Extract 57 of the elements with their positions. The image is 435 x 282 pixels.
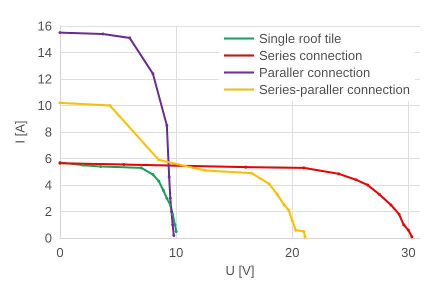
y-tick-label: 12 — [38, 72, 52, 87]
x-axis-title: U [V] — [226, 263, 254, 278]
point — [58, 31, 62, 34]
y-tick-label: 6 — [44, 151, 52, 166]
point — [378, 192, 381, 196]
line-series — [58, 31, 176, 237]
point — [58, 101, 62, 104]
point — [128, 36, 132, 40]
legend-label: Series connection — [258, 48, 362, 63]
line-series — [58, 101, 307, 238]
point — [174, 230, 178, 233]
point — [168, 176, 171, 179]
y-axis-title: I [A] — [12, 120, 28, 144]
x-tick-label: 0 — [56, 245, 64, 260]
x-tick-label: 30 — [401, 245, 416, 260]
point — [140, 166, 143, 170]
y-tick-label: 14 — [38, 45, 52, 60]
point — [406, 228, 410, 232]
point — [304, 235, 307, 238]
point — [157, 180, 160, 183]
y-tick-label: 8 — [44, 124, 52, 140]
x-tick-label: 20 — [285, 245, 300, 260]
legend-label: Paraller connection — [258, 65, 370, 80]
legend-label: Series-paraller connection — [258, 82, 410, 97]
point — [172, 234, 176, 237]
legend-label: Single roof tile — [258, 31, 342, 46]
point — [276, 192, 279, 196]
point — [287, 208, 290, 212]
point — [168, 203, 172, 206]
point — [168, 196, 172, 200]
point — [151, 172, 154, 176]
point — [337, 172, 340, 176]
point — [165, 196, 168, 200]
point — [354, 178, 358, 182]
point — [398, 212, 401, 216]
x-tick-label: 10 — [168, 245, 184, 260]
point — [82, 164, 85, 167]
point — [302, 166, 306, 170]
point — [170, 210, 173, 214]
point — [294, 228, 298, 232]
point — [244, 166, 248, 169]
point — [282, 203, 286, 206]
y-tick-label: 0 — [44, 230, 52, 246]
point — [162, 188, 165, 192]
y-tick-label: 10 — [38, 98, 52, 114]
point — [151, 72, 154, 76]
point — [157, 158, 160, 162]
y-tick-label: 4 — [44, 178, 52, 193]
line-series — [58, 162, 414, 238]
y-tick-label: 16 — [38, 18, 52, 34]
point — [165, 124, 168, 127]
point — [290, 219, 294, 222]
y-tick-label: 2 — [44, 204, 52, 220]
point — [250, 172, 254, 175]
point — [268, 182, 271, 186]
point — [366, 184, 370, 187]
line-series — [58, 161, 178, 233]
